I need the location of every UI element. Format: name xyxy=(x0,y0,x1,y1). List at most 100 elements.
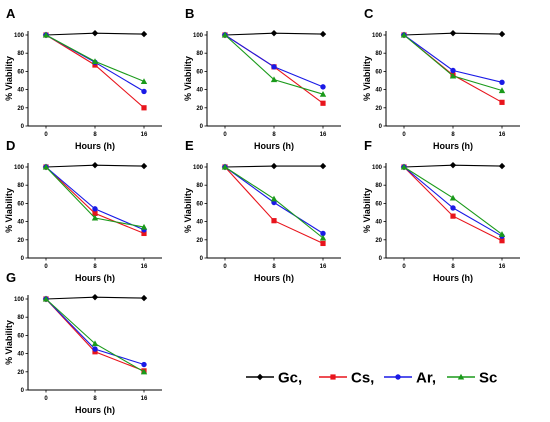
legend-label: Sc xyxy=(479,370,497,387)
y-tick-label: 60 xyxy=(17,333,24,339)
x-tick-label: 16 xyxy=(320,264,327,270)
x-tick-label: 16 xyxy=(141,264,148,270)
y-tick-label: 60 xyxy=(375,69,382,75)
x-tick-label: 0 xyxy=(44,264,48,270)
y-tick-label: 80 xyxy=(17,315,24,321)
data-point-sc xyxy=(91,214,99,221)
x-tick-label: 0 xyxy=(44,396,48,402)
data-point-ar xyxy=(92,206,98,212)
data-point-sc xyxy=(140,368,148,375)
panel-letter: C xyxy=(364,6,374,21)
x-tick-label: 0 xyxy=(223,132,227,138)
data-point-gc xyxy=(319,30,327,38)
y-tick-label: 60 xyxy=(375,201,382,207)
y-tick-label: 0 xyxy=(379,256,383,262)
y-tick-label: 0 xyxy=(200,256,204,262)
panel-letter: B xyxy=(185,6,194,21)
y-axis-title: % Viability xyxy=(183,188,193,233)
x-tick-label: 0 xyxy=(402,132,406,138)
data-point-cs xyxy=(92,349,98,355)
data-point-ar xyxy=(450,205,456,211)
y-tick-label: 100 xyxy=(372,33,383,39)
data-point-gc xyxy=(140,30,148,38)
y-tick-label: 0 xyxy=(200,124,204,130)
data-point-sc xyxy=(221,163,229,170)
legend-label: Cs, xyxy=(351,370,374,387)
data-point-sc xyxy=(449,194,457,201)
data-point-sc xyxy=(498,87,506,94)
data-point-cs xyxy=(92,62,98,68)
y-tick-label: 100 xyxy=(193,33,204,39)
y-axis-title: % Viability xyxy=(4,320,14,365)
x-tick-label: 16 xyxy=(141,396,148,402)
data-point-sc xyxy=(270,195,278,202)
data-point-sc xyxy=(498,231,506,237)
y-tick-label: 20 xyxy=(196,106,203,112)
y-tick-label: 20 xyxy=(375,106,382,112)
y-axis-title: % Viability xyxy=(362,188,372,233)
data-point-sc xyxy=(42,163,50,170)
y-tick-label: 20 xyxy=(375,238,382,244)
x-tick-label: 8 xyxy=(272,264,276,270)
data-point-sc xyxy=(140,223,148,230)
panel-letter: F xyxy=(364,138,372,153)
y-tick-label: 40 xyxy=(17,352,24,358)
y-tick-label: 20 xyxy=(17,106,24,112)
chart-panel-a: A 0 20 40 60 80 100 0 8 16 Hours (h) % Viability xyxy=(4,6,162,151)
y-tick-label: 20 xyxy=(17,238,24,244)
y-tick-label: 80 xyxy=(196,51,203,57)
x-tick-label: 0 xyxy=(223,264,227,270)
x-tick-label: 8 xyxy=(451,264,455,270)
data-point-gc xyxy=(140,294,148,302)
y-axis-title: % Viability xyxy=(4,56,14,101)
data-point-cs xyxy=(320,240,326,247)
data-point-ar xyxy=(320,84,326,90)
data-point-gc xyxy=(498,30,506,38)
legend-marker-diamond xyxy=(256,373,264,381)
y-tick-label: 40 xyxy=(17,88,24,94)
y-axis-title: % Viability xyxy=(362,56,372,101)
data-point-sc xyxy=(400,31,408,38)
data-point-cs xyxy=(141,230,147,237)
data-point-cs xyxy=(141,105,147,111)
data-point-ar xyxy=(141,361,147,368)
data-point-cs xyxy=(320,100,326,106)
data-point-gc xyxy=(270,162,278,170)
x-tick-label: 16 xyxy=(499,264,506,270)
data-point-cs xyxy=(499,99,505,105)
series-line-sc xyxy=(403,166,503,235)
panel-letter: E xyxy=(185,138,194,153)
data-point-cs xyxy=(271,218,277,224)
data-point-gc xyxy=(449,29,457,37)
series-line-ar xyxy=(403,166,503,237)
x-tick-label: 8 xyxy=(93,396,97,402)
y-tick-label: 0 xyxy=(21,124,25,130)
y-axis-title: % Viability xyxy=(4,188,14,233)
x-tick-label: 16 xyxy=(320,132,327,138)
y-tick-label: 0 xyxy=(379,124,383,130)
data-point-gc xyxy=(498,162,506,170)
data-point-sc xyxy=(42,295,50,302)
y-tick-label: 0 xyxy=(21,388,25,394)
data-point-sc xyxy=(319,234,327,241)
series-line-cs xyxy=(403,166,503,242)
data-point-cs xyxy=(450,213,456,219)
y-tick-label: 20 xyxy=(17,370,24,376)
legend-marker-triangle xyxy=(457,373,465,380)
data-point-sc xyxy=(91,58,99,64)
legend-marker-square xyxy=(330,374,336,380)
x-tick-label: 16 xyxy=(141,132,148,138)
data-point-sc xyxy=(42,31,50,38)
data-point-ar xyxy=(92,346,98,352)
chart-panel-g: G 0 20 40 60 80 100 0 8 16 Hours (h) % Viability xyxy=(4,270,162,415)
data-point-gc xyxy=(449,161,457,169)
chart-panel-c: C 0 20 40 60 80 100 0 8 16 Hours (h) % Viability xyxy=(362,6,520,151)
data-point-gc xyxy=(91,293,99,301)
data-point-ar xyxy=(499,79,505,86)
y-tick-label: 100 xyxy=(372,165,383,171)
legend: Gc, Cs, Ar, Sc xyxy=(246,370,497,387)
data-point-ar xyxy=(450,67,456,74)
y-tick-label: 40 xyxy=(196,220,203,226)
x-tick-label: 16 xyxy=(499,132,506,138)
